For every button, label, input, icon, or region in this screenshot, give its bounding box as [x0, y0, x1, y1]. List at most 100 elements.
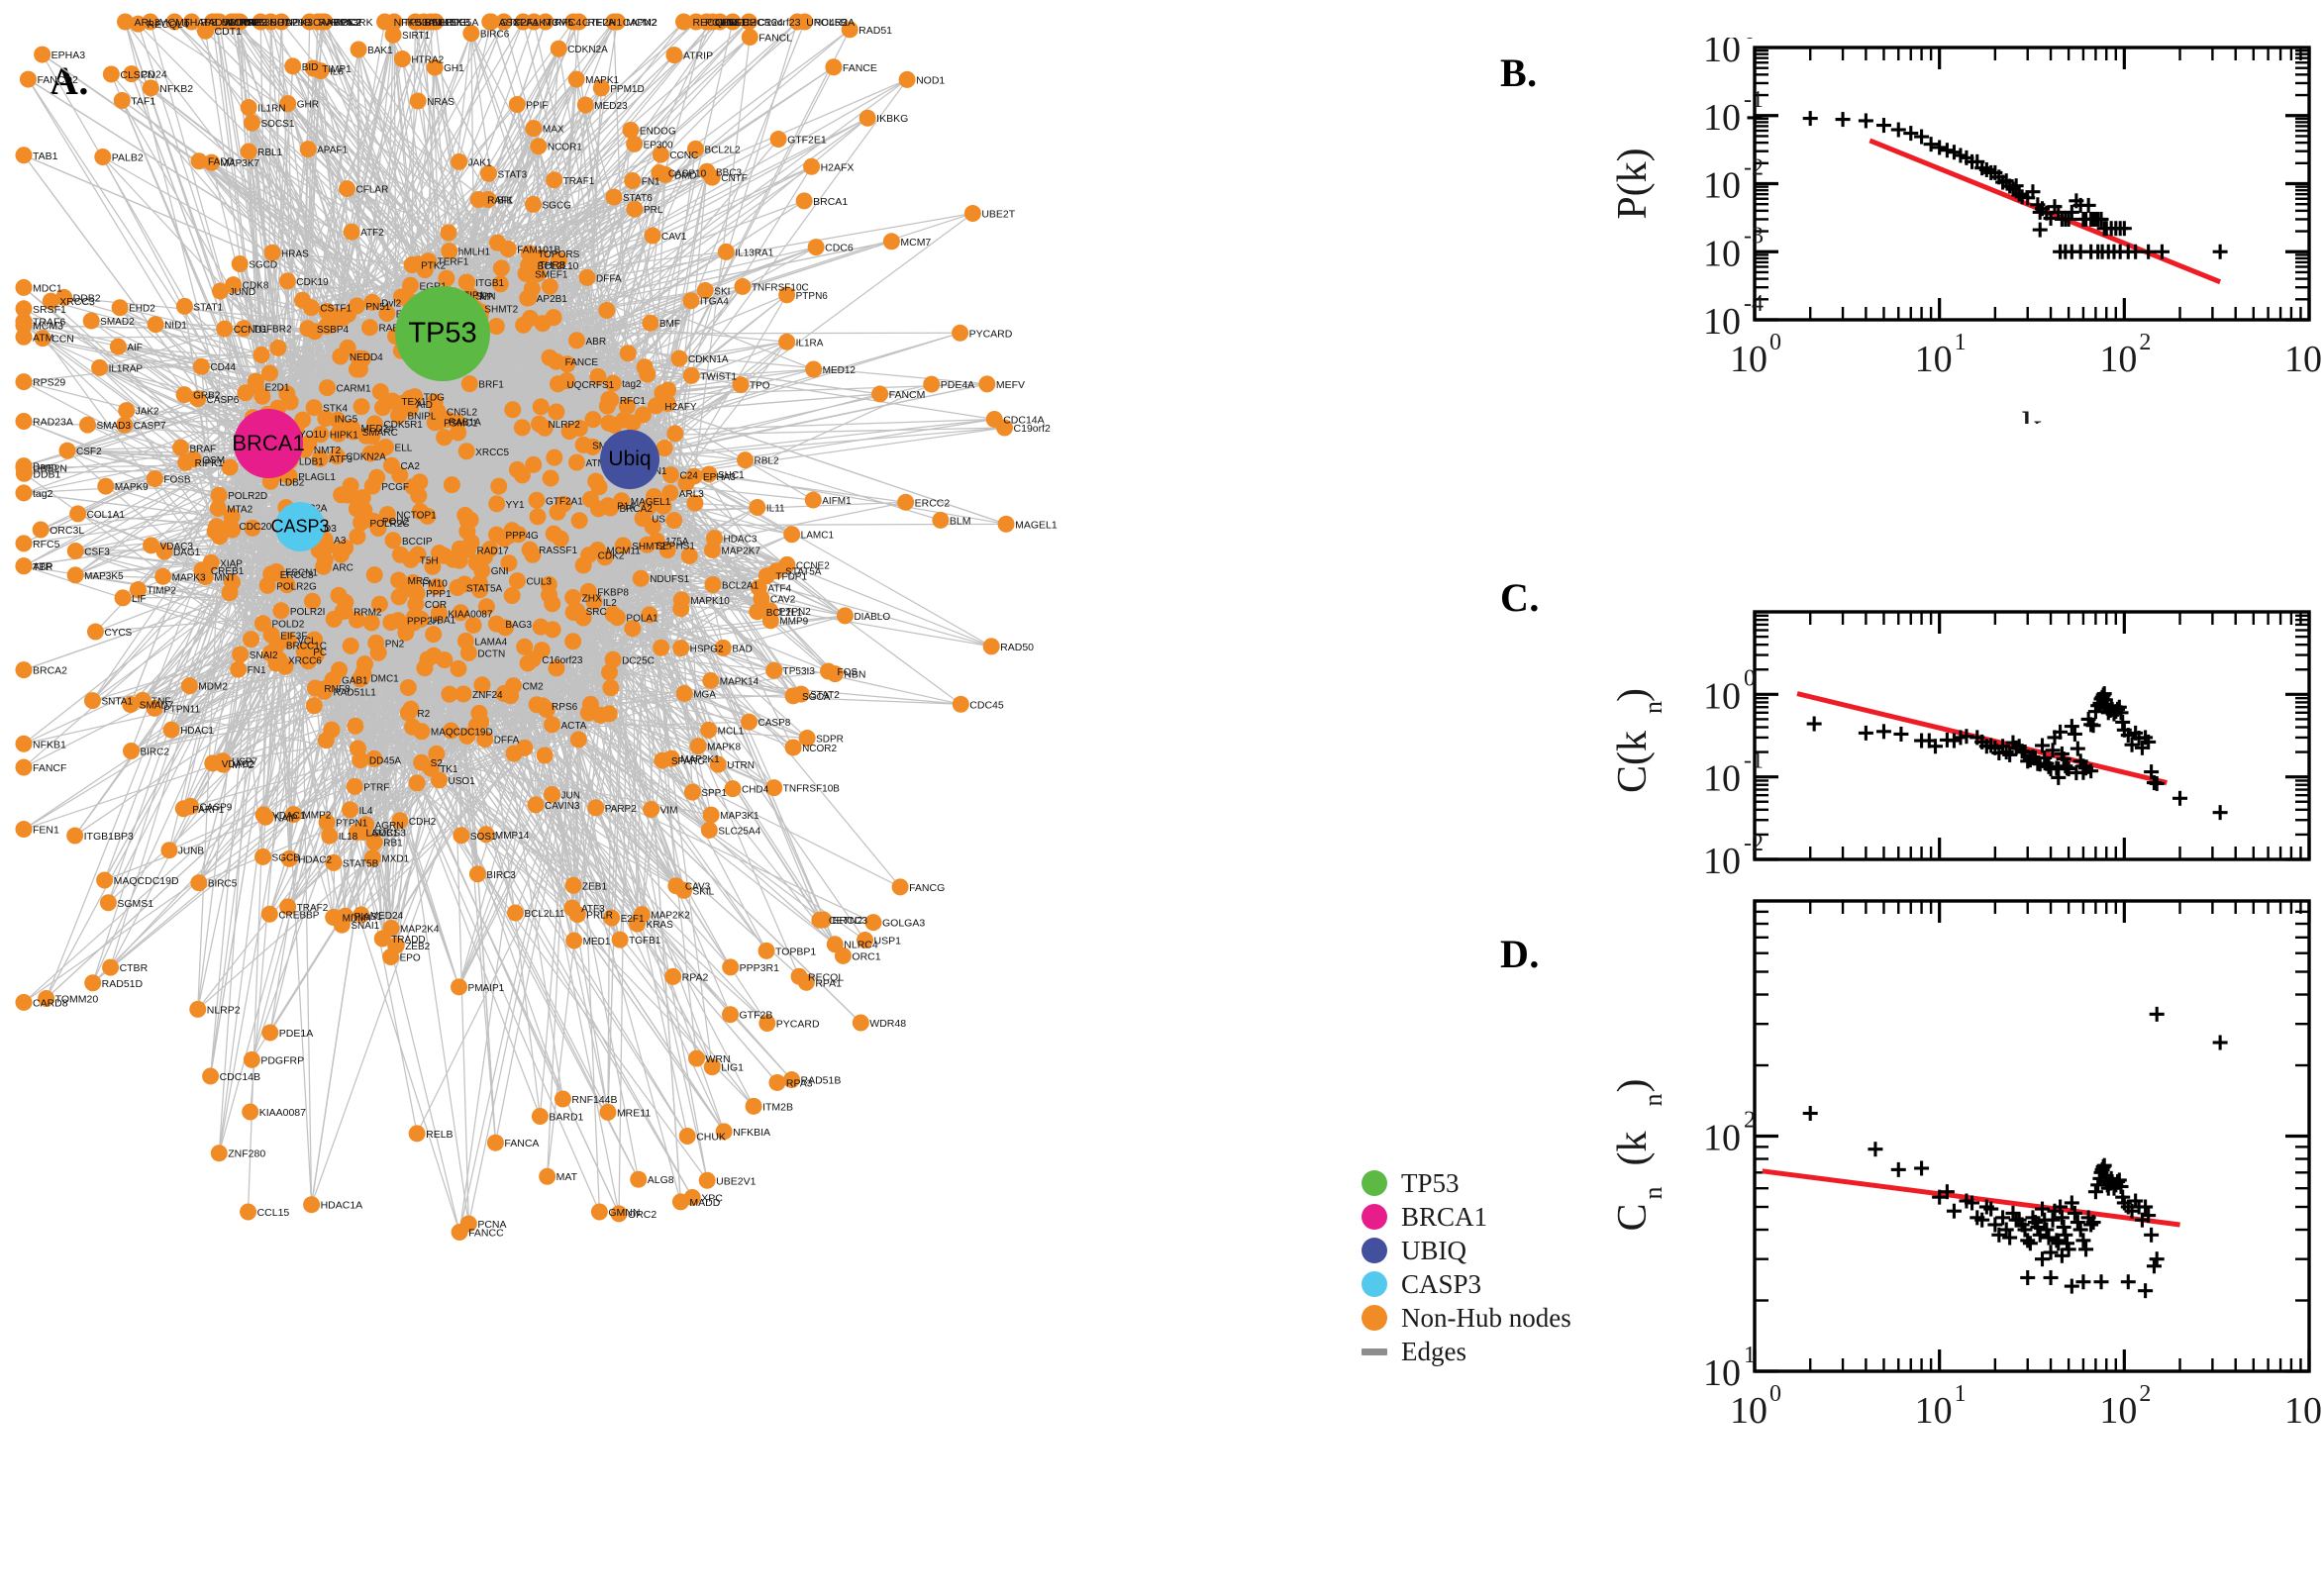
non-hub-node[interactable]	[262, 626, 280, 644]
non-hub-node[interactable]	[698, 1171, 716, 1189]
non-hub-node[interactable]	[700, 821, 718, 839]
non-hub-node[interactable]	[422, 13, 440, 31]
non-hub-node[interactable]	[460, 375, 478, 393]
non-hub-node[interactable]	[441, 243, 458, 260]
non-hub-node[interactable]	[301, 13, 319, 31]
non-hub-node[interactable]	[328, 448, 346, 465]
non-hub-node[interactable]	[184, 450, 202, 468]
non-hub-node[interactable]	[260, 905, 278, 923]
non-hub-node[interactable]	[311, 449, 329, 467]
non-hub-node[interactable]	[741, 713, 758, 731]
non-hub-node[interactable]	[570, 512, 588, 530]
non-hub-node[interactable]	[130, 15, 148, 33]
non-hub-node[interactable]	[536, 419, 554, 437]
non-hub-node[interactable]	[398, 395, 416, 413]
non-hub-node[interactable]	[174, 800, 192, 818]
non-hub-node[interactable]	[362, 614, 380, 632]
non-hub-node[interactable]	[365, 415, 383, 433]
non-hub-node[interactable]	[449, 414, 466, 432]
non-hub-node[interactable]	[15, 278, 33, 296]
non-hub-node[interactable]	[34, 46, 51, 63]
non-hub-node[interactable]	[587, 799, 605, 817]
non-hub-node[interactable]	[464, 616, 482, 634]
non-hub-node[interactable]	[520, 256, 538, 274]
non-hub-node[interactable]	[231, 254, 249, 272]
non-hub-node[interactable]	[680, 547, 698, 564]
non-hub-node[interactable]	[515, 316, 533, 334]
non-hub-node[interactable]	[520, 245, 538, 262]
non-hub-node[interactable]	[324, 671, 342, 689]
non-hub-node[interactable]	[702, 806, 720, 824]
non-hub-node[interactable]	[378, 506, 396, 524]
non-hub-node[interactable]	[175, 297, 193, 315]
non-hub-node[interactable]	[882, 233, 900, 250]
non-hub-node[interactable]	[223, 573, 241, 591]
non-hub-node[interactable]	[455, 575, 473, 593]
non-hub-node[interactable]	[312, 426, 330, 444]
non-hub-node[interactable]	[83, 692, 101, 710]
non-hub-node[interactable]	[322, 316, 340, 334]
non-hub-node[interactable]	[58, 442, 76, 459]
non-hub-node[interactable]	[424, 557, 442, 575]
non-hub-node[interactable]	[192, 357, 210, 375]
non-hub-node[interactable]	[550, 40, 567, 57]
non-hub-node[interactable]	[548, 403, 565, 421]
hub-node-casp3[interactable]	[275, 502, 325, 551]
non-hub-node[interactable]	[508, 460, 526, 478]
non-hub-node[interactable]	[589, 500, 607, 518]
non-hub-node[interactable]	[190, 152, 208, 170]
non-hub-node[interactable]	[272, 602, 290, 620]
non-hub-node[interactable]	[175, 386, 193, 404]
non-hub-node[interactable]	[579, 582, 597, 600]
non-hub-node[interactable]	[15, 993, 33, 1011]
non-hub-node[interactable]	[82, 312, 100, 330]
non-hub-node[interactable]	[280, 849, 298, 867]
non-hub-node[interactable]	[643, 801, 660, 819]
non-hub-node[interactable]	[596, 549, 614, 566]
non-hub-node[interactable]	[350, 41, 367, 58]
non-hub-node[interactable]	[836, 607, 854, 625]
non-hub-node[interactable]	[443, 722, 460, 740]
non-hub-node[interactable]	[469, 191, 487, 209]
non-hub-node[interactable]	[305, 399, 323, 417]
non-hub-node[interactable]	[214, 755, 232, 773]
non-hub-node[interactable]	[767, 562, 785, 580]
non-hub-node[interactable]	[778, 286, 796, 304]
non-hub-node[interactable]	[543, 785, 560, 803]
non-hub-node[interactable]	[619, 345, 637, 362]
non-hub-node[interactable]	[554, 1090, 571, 1108]
non-hub-node[interactable]	[539, 1167, 556, 1185]
non-hub-node[interactable]	[703, 168, 721, 186]
non-hub-node[interactable]	[581, 695, 599, 713]
non-hub-node[interactable]	[570, 13, 588, 31]
non-hub-node[interactable]	[749, 499, 766, 517]
non-hub-node[interactable]	[378, 305, 396, 323]
non-hub-node[interactable]	[686, 494, 704, 512]
non-hub-node[interactable]	[237, 384, 254, 402]
non-hub-node[interactable]	[737, 451, 755, 469]
non-hub-node[interactable]	[658, 542, 676, 559]
non-hub-node[interactable]	[210, 486, 228, 504]
non-hub-node[interactable]	[502, 687, 520, 705]
non-hub-node[interactable]	[503, 587, 521, 605]
non-hub-node[interactable]	[221, 458, 239, 476]
non-hub-node[interactable]	[240, 99, 257, 117]
non-hub-node[interactable]	[363, 293, 381, 311]
non-hub-node[interactable]	[624, 171, 642, 189]
non-hub-node[interactable]	[761, 602, 779, 620]
non-hub-node[interactable]	[84, 974, 102, 992]
non-hub-node[interactable]	[826, 936, 844, 953]
non-hub-node[interactable]	[567, 70, 585, 88]
non-hub-node[interactable]	[584, 411, 602, 429]
non-hub-node[interactable]	[210, 1145, 228, 1162]
non-hub-node[interactable]	[382, 919, 400, 937]
non-hub-node[interactable]	[487, 318, 505, 336]
non-hub-node[interactable]	[15, 661, 33, 679]
non-hub-node[interactable]	[15, 313, 33, 331]
non-hub-node[interactable]	[452, 604, 469, 622]
non-hub-node[interactable]	[165, 13, 183, 31]
non-hub-node[interactable]	[97, 477, 115, 495]
non-hub-node[interactable]	[807, 239, 825, 256]
non-hub-node[interactable]	[391, 812, 409, 830]
non-hub-node[interactable]	[768, 1073, 786, 1091]
